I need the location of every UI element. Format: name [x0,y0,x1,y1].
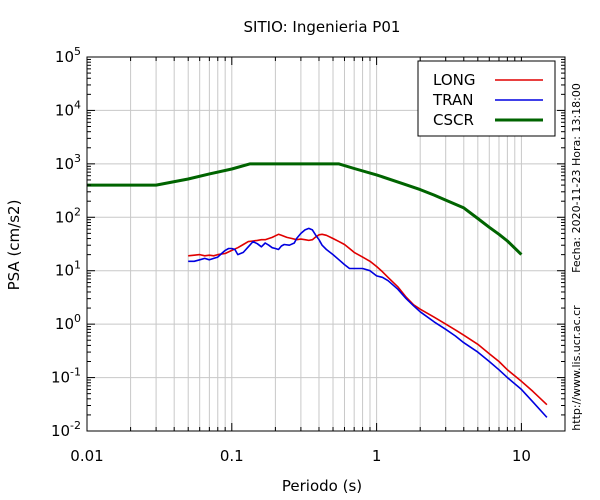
x-tick-label: 0.01 [70,447,103,465]
series-tran-line [188,227,548,418]
x-tick-labels: 0.01 0.1 1 10 [70,447,531,465]
series-cscr-line [87,162,523,256]
plot-series [87,162,548,418]
x-axis-label: Periodo (s) [282,477,362,495]
y-tick-label: 105 [55,45,81,66]
axis-ticks [86,56,566,432]
x-tick-label: 10 [512,447,531,465]
side-url-text: http://www.lis.ucr.ac.cr [570,305,583,431]
y-tick-labels: 10-2 10-1 100 101 102 103 104 105 [51,45,81,440]
y-tick-label: 10-2 [51,419,81,440]
y-axis-label: PSA (cm/s2) [5,200,23,291]
legend-label-cscr: CSCR [433,111,474,129]
y-tick-label: 103 [55,152,81,173]
y-tick-label: 10-1 [51,366,81,387]
plot-frame [86,56,566,432]
legend: LONG TRAN CSCR [417,60,556,137]
y-tick-label: 104 [55,98,81,119]
y-tick-label: 100 [55,312,81,333]
y-tick-label: 102 [55,205,81,226]
x-tick-label: 0.1 [220,447,244,465]
x-tick-label: 1 [372,447,382,465]
legend-label-tran: TRAN [432,91,473,109]
series-long-line [188,233,548,406]
chart-title: SITIO: Ingenieria P01 [244,18,401,36]
side-date-text: Fecha: 2020-11-23 Hora: 13:18:00 [570,83,583,273]
plot-grid [86,56,566,432]
legend-box [417,60,556,137]
y-tick-label: 101 [55,259,81,280]
legend-label-long: LONG [433,71,475,89]
